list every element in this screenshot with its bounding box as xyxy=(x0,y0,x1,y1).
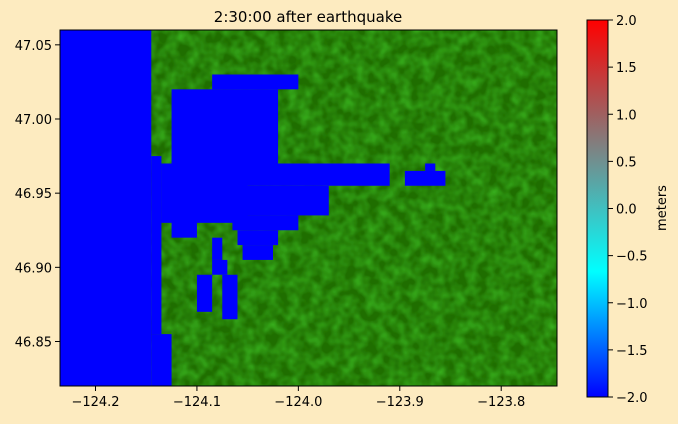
colorbar-axis: −2.0 −1.5 −1.0 −0.5 0.0 0.5 1.0 1.5 2.0 xyxy=(608,14,648,406)
colorbar-tick-label: −1.0 xyxy=(616,297,648,312)
colorbar-tick-label: −0.5 xyxy=(616,250,648,265)
water-cells xyxy=(60,30,446,386)
y-tick-label: 47.00 xyxy=(15,113,52,128)
plot-area xyxy=(60,30,557,386)
y-tick-label: 46.85 xyxy=(15,336,52,351)
water-cell xyxy=(237,230,279,246)
x-tick-label: −124.0 xyxy=(274,395,322,410)
water-cell xyxy=(151,156,162,335)
water-cell xyxy=(227,185,329,216)
colorbar-tick-label: 1.5 xyxy=(616,61,637,76)
chart-title: 2:30:00 after earthquake xyxy=(214,8,402,26)
x-tick-label: −124.1 xyxy=(173,395,221,410)
colorbar-tick-label: 0.0 xyxy=(616,203,637,218)
y-tick-label: 46.90 xyxy=(15,261,52,276)
water-cell xyxy=(196,274,213,312)
x-tick-label: −123.9 xyxy=(376,395,424,410)
water-cell xyxy=(242,245,273,260)
x-tick-label: −124.2 xyxy=(71,395,119,410)
water-cell xyxy=(212,237,223,260)
colorbar-tick-label: 0.5 xyxy=(616,155,637,170)
x-tick-label: −123.8 xyxy=(477,395,525,410)
y-tick-label: 47.05 xyxy=(15,39,52,54)
water-cell xyxy=(212,259,228,275)
water-cell xyxy=(232,215,299,231)
water-cell xyxy=(60,30,152,386)
water-cell xyxy=(151,334,172,386)
colorbar-label: meters xyxy=(655,185,670,231)
colorbar-tick-label: 2.0 xyxy=(616,14,637,29)
colorbar-tick-label: 1.0 xyxy=(616,108,637,123)
y-tick-label: 46.95 xyxy=(15,187,52,202)
water-cell xyxy=(237,163,390,186)
colorbar-tick-label: −1.5 xyxy=(616,344,648,359)
water-cell xyxy=(425,163,436,171)
water-cell xyxy=(404,170,446,186)
colorbar-tick-label: −2.0 xyxy=(616,391,648,406)
colorbar xyxy=(586,19,609,398)
water-cell xyxy=(171,89,279,164)
y-axis: 46.85 46.90 46.95 47.00 47.05 xyxy=(15,39,60,351)
plot-frame xyxy=(59,29,558,387)
x-axis: −124.2 −124.1 −124.0 −123.9 −123.8 xyxy=(71,386,525,410)
water-cell xyxy=(222,274,238,320)
water-cell xyxy=(212,74,299,90)
